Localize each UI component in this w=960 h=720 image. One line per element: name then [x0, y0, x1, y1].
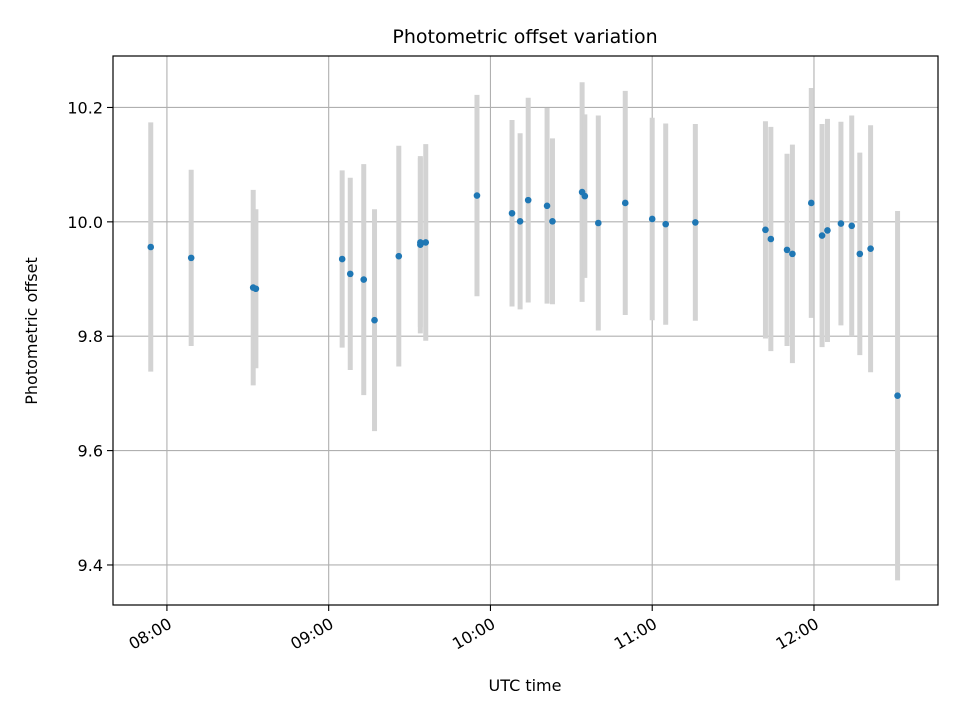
- data-point: [473, 192, 481, 199]
- data-point: [524, 196, 532, 204]
- data-point: [422, 239, 430, 246]
- data-point: [824, 227, 831, 234]
- data-point: [252, 285, 260, 293]
- data-point: [395, 252, 403, 260]
- data-point: [648, 215, 656, 223]
- data-point: [360, 276, 368, 283]
- data-point: [894, 392, 901, 399]
- plot-frame: [112, 55, 939, 606]
- data-point: [789, 250, 796, 258]
- data-point: [818, 232, 826, 239]
- data-point: [848, 222, 856, 230]
- chart-title: Photometric offset variation: [392, 26, 657, 48]
- data-point: [762, 226, 769, 234]
- data-point: [594, 219, 602, 227]
- data-point: [621, 199, 629, 207]
- y-tick-label: 9.8: [78, 327, 103, 346]
- data-point: [516, 217, 524, 225]
- data-point: [338, 255, 346, 263]
- data-point: [692, 219, 699, 226]
- data-point: [346, 270, 354, 278]
- y-tick-label: 10.0: [67, 213, 103, 232]
- grid: [113, 56, 938, 605]
- y-tick-label: 9.4: [78, 556, 103, 575]
- y-axis: 9.4 9.6 9.8 10.0 10.2: [67, 98, 113, 575]
- data-point: [867, 245, 874, 253]
- data-points: [147, 188, 901, 399]
- data-point: [807, 199, 815, 207]
- data-point: [508, 209, 516, 217]
- data-point: [662, 220, 669, 228]
- data-point: [767, 235, 775, 243]
- data-point: [187, 254, 195, 262]
- data-point: [543, 202, 551, 210]
- data-point: [417, 239, 424, 246]
- data-point: [371, 316, 378, 324]
- y-tick-label: 10.2: [67, 98, 103, 117]
- data-point: [856, 250, 864, 258]
- data-point: [581, 192, 589, 200]
- data-point: [549, 217, 556, 225]
- data-point: [783, 246, 791, 254]
- x-axis-label: UTC time: [489, 676, 562, 695]
- y-axis-label: Photometric offset: [22, 257, 41, 405]
- y-tick-label: 9.6: [78, 442, 103, 461]
- data-point: [837, 220, 845, 227]
- data-point: [147, 243, 155, 251]
